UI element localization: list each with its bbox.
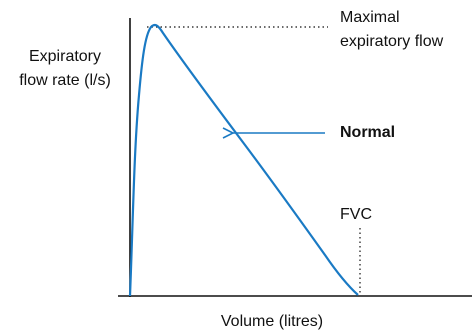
x-axis-label: Volume (litres)	[221, 313, 323, 330]
y-axis-label: flow rate (l/s)	[19, 72, 111, 89]
annotation: expiratory flow	[340, 33, 444, 50]
annotation: Maximal	[340, 9, 400, 26]
annotation: Normal	[340, 124, 395, 141]
annotation: FVC	[340, 206, 372, 223]
y-axis-label: Expiratory	[29, 48, 101, 65]
flow-curve	[128, 23, 359, 297]
